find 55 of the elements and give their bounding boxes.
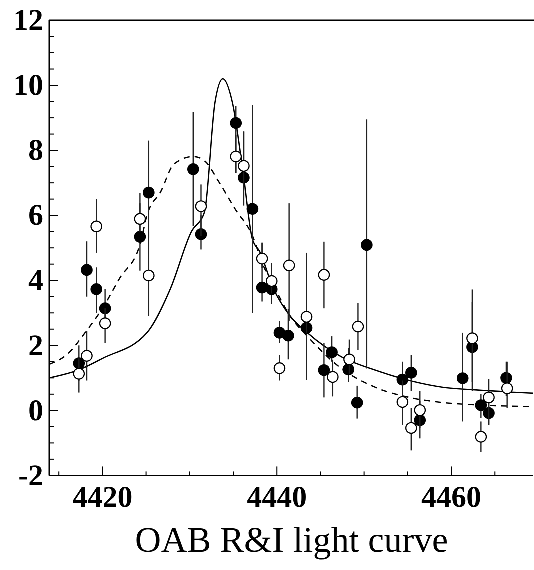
point	[456, 372, 469, 384]
point	[81, 350, 93, 362]
point	[99, 318, 112, 330]
point	[134, 213, 146, 226]
point	[327, 371, 339, 384]
point	[73, 368, 86, 380]
point	[143, 270, 155, 282]
point	[282, 330, 294, 342]
point	[501, 382, 514, 394]
point	[318, 269, 330, 281]
point	[283, 260, 296, 272]
point	[318, 364, 330, 376]
point	[81, 264, 93, 276]
point	[300, 311, 313, 323]
point	[187, 164, 200, 176]
point	[406, 422, 418, 434]
x-tick-label: 4420	[72, 481, 133, 514]
point	[351, 396, 364, 409]
point	[483, 392, 495, 404]
y-tick-label: 0	[28, 394, 44, 428]
point	[230, 117, 242, 130]
point	[238, 160, 250, 172]
x-axis-title: OAB R&I light curve	[135, 520, 448, 560]
point	[99, 302, 112, 314]
y-tick-label: 10	[14, 69, 44, 102]
point	[475, 431, 488, 443]
point	[396, 374, 409, 386]
y-tick-label: 4	[28, 264, 44, 298]
y-tick-label: 2	[28, 329, 44, 362]
point	[246, 203, 259, 215]
point	[266, 275, 278, 288]
point	[195, 200, 208, 212]
point	[90, 220, 102, 233]
point	[361, 239, 373, 252]
point	[466, 332, 478, 344]
point	[406, 367, 418, 379]
point	[396, 396, 409, 408]
point	[134, 231, 146, 243]
y-tick-label: 12	[14, 4, 44, 38]
point	[90, 284, 102, 296]
y-tick-label: -2	[18, 459, 44, 492]
point	[414, 404, 426, 416]
y-tick-label: 6	[28, 199, 44, 232]
point	[256, 252, 268, 265]
point	[344, 354, 356, 366]
point	[143, 186, 155, 199]
x-tick-label: 4440	[247, 481, 308, 514]
point	[256, 282, 268, 294]
point	[352, 320, 364, 333]
point	[230, 150, 242, 163]
x-tick-label: 4460	[422, 481, 482, 514]
y-tick-label: 8	[28, 134, 44, 168]
point	[326, 346, 338, 358]
point	[475, 400, 488, 412]
point	[274, 362, 286, 374]
